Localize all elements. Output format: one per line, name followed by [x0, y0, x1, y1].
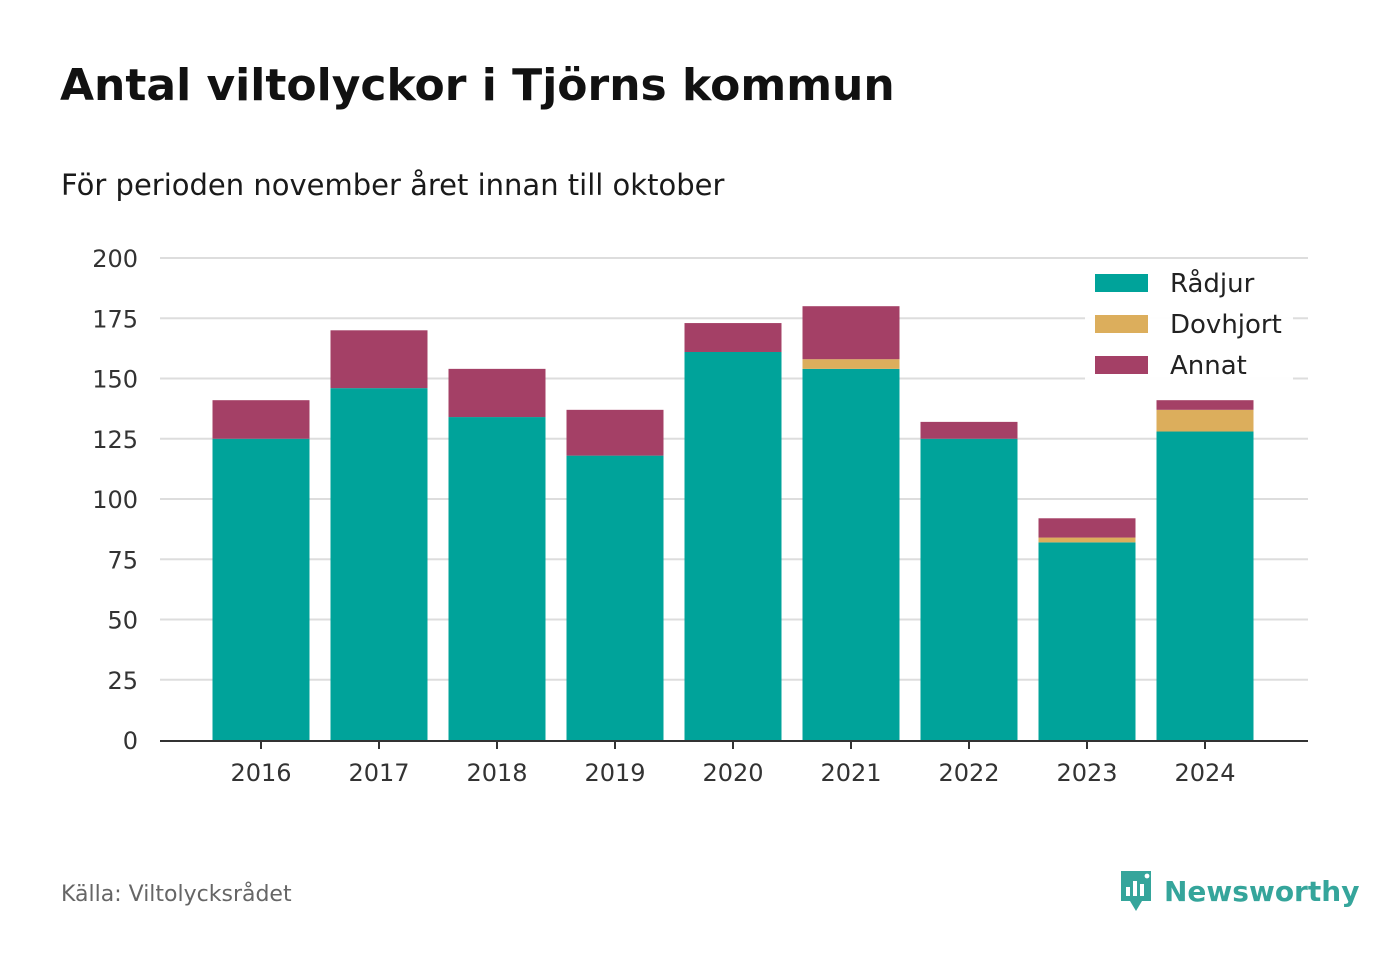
- y-tick-label: 200: [92, 245, 138, 273]
- bar-annat-2023: [1038, 518, 1136, 538]
- bar-r-djur-2021: [802, 368, 900, 740]
- bar-annat-2019: [566, 409, 664, 456]
- bar-r-djur-2024: [1156, 431, 1254, 740]
- x-tick-label: 2018: [466, 759, 527, 787]
- y-axis-ticks: 0 25 50 75 100 125 150 175 200: [92, 245, 138, 755]
- bar-dovhjort-2024: [1156, 409, 1254, 432]
- x-tick-label: 2017: [348, 759, 409, 787]
- bar-r-djur-2018: [448, 417, 546, 740]
- bar-annat-2018: [448, 368, 546, 418]
- legend-label: Dovhjort: [1170, 310, 1282, 340]
- x-tick-label: 2021: [820, 759, 881, 787]
- source-note: Källa: Viltolycksrådet: [61, 882, 292, 907]
- x-axis: 2016 2017 2018 2019 2020 2021 2022 2023 2024: [160, 740, 1308, 787]
- bar-annat-2020: [684, 323, 782, 352]
- bar-r-djur-2017: [330, 388, 428, 740]
- y-tick-label: 0: [123, 727, 138, 755]
- bar-r-djur-2016: [212, 438, 310, 740]
- bar-annat-2017: [330, 330, 428, 389]
- y-tick-label: 150: [92, 366, 138, 394]
- chart-subtitle: För perioden november året innan till ok…: [61, 168, 725, 202]
- y-tick-label: 75: [107, 546, 138, 574]
- x-tick-label: 2022: [938, 759, 999, 787]
- bar-r-djur-2022: [920, 438, 1018, 740]
- bar-dovhjort-2021: [802, 359, 900, 369]
- x-tick-label: 2024: [1174, 759, 1235, 787]
- y-tick-label: 125: [92, 426, 138, 454]
- x-tick-label: 2023: [1056, 759, 1117, 787]
- bar-r-djur-2020: [684, 351, 782, 740]
- legend-label: Rådjur: [1170, 268, 1255, 299]
- bar-annat-2016: [212, 400, 310, 439]
- y-tick-label: 25: [107, 667, 138, 695]
- x-tick-label: 2019: [584, 759, 645, 787]
- y-tick-label: 50: [107, 607, 138, 635]
- chart-title: Antal viltolyckor i Tjörns kommun: [60, 60, 895, 111]
- bar-dovhjort-2023: [1038, 537, 1136, 543]
- legend: Rådjur Dovhjort Annat: [1085, 260, 1293, 382]
- legend-label: Annat: [1170, 351, 1247, 381]
- bar-r-djur-2019: [566, 455, 664, 740]
- brand-name: Newsworthy: [1164, 874, 1360, 908]
- legend-swatch: [1095, 356, 1148, 374]
- legend-swatch: [1095, 315, 1148, 333]
- bar-annat-2024: [1156, 400, 1254, 410]
- brand-logo: Newsworthy: [1118, 868, 1359, 914]
- y-tick-label: 100: [92, 486, 138, 514]
- newsworthy-logo-icon: [1121, 871, 1151, 911]
- bars: [212, 306, 1254, 740]
- y-tick-label: 175: [92, 305, 138, 333]
- legend-swatch: [1095, 274, 1148, 292]
- x-tick-label: 2016: [230, 759, 291, 787]
- bar-annat-2022: [920, 421, 1018, 439]
- bar-r-djur-2023: [1038, 542, 1136, 740]
- bar-annat-2021: [802, 306, 900, 360]
- x-tick-label: 2020: [702, 759, 763, 787]
